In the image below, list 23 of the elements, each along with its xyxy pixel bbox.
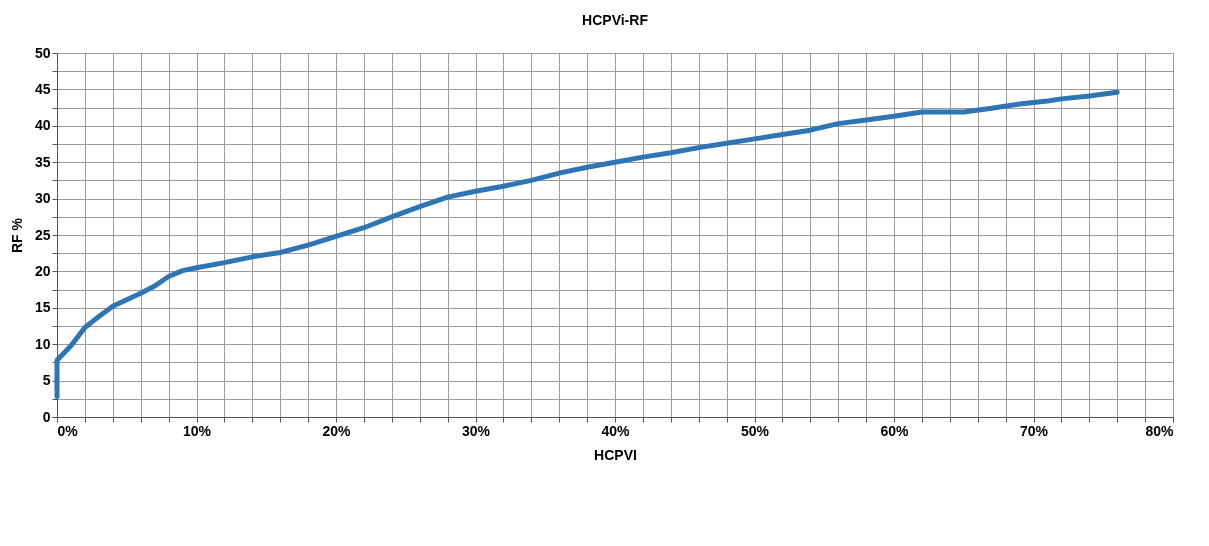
x-tick-label: 50% [740, 422, 770, 439]
x-tick-label: 80% [1145, 422, 1175, 439]
y-tick-label: 0 [42, 408, 51, 425]
x-tick-label: 60% [880, 422, 910, 439]
chart-title: HCPVi-RF [582, 12, 649, 28]
x-tick-label: 0% [57, 422, 79, 439]
y-tick-label: 30 [34, 190, 51, 207]
y-tick-label: 10 [34, 335, 51, 352]
y-tick-label: 40 [34, 117, 51, 134]
y-tick-label: 35 [34, 153, 51, 170]
x-tick-label: 30% [461, 422, 491, 439]
y-axis-title: RF % [8, 217, 25, 253]
y-tick-label: 45 [34, 80, 51, 97]
x-tick-label: 20% [322, 422, 352, 439]
y-tick-label: 15 [34, 299, 51, 316]
y-tick-label: 20 [34, 262, 51, 279]
x-tick-label: 40% [601, 422, 631, 439]
y-tick-label: 50 [34, 44, 51, 61]
y-tick-label: 5 [42, 372, 51, 389]
x-axis-title: HCPVI [594, 446, 637, 463]
y-tick-label: 25 [34, 226, 51, 243]
x-tick-label: 70% [1019, 422, 1049, 439]
x-tick-label: 10% [182, 422, 212, 439]
